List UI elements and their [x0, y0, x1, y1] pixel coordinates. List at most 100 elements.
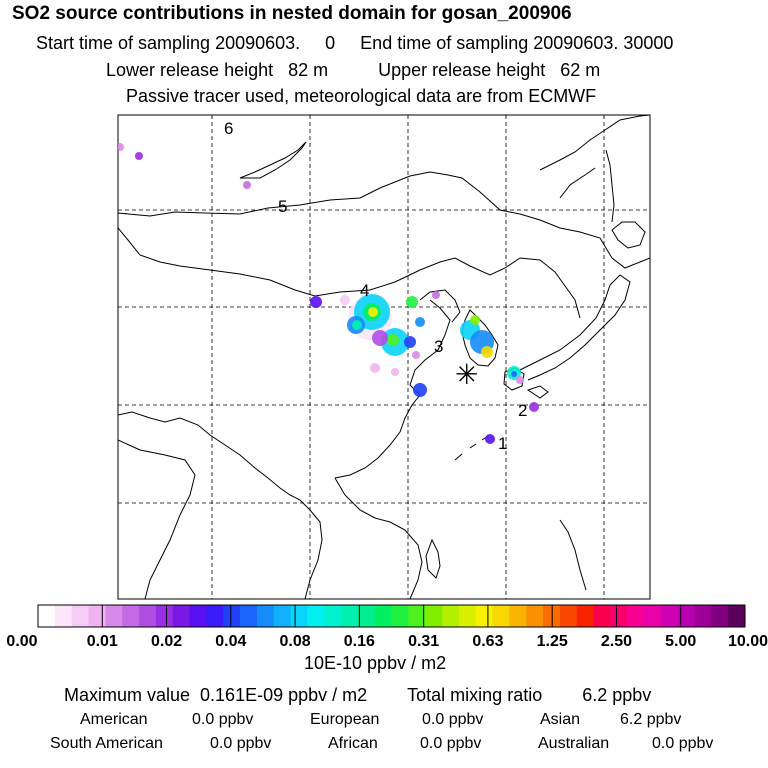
concentration-cell — [470, 315, 480, 325]
colorbar-cell — [442, 605, 460, 627]
sampling-time-line: Start time of sampling 20090603. 0 End t… — [36, 33, 674, 53]
concentration-cell — [135, 152, 143, 160]
value-european: 0.0 ppbv — [422, 711, 484, 728]
taiwan — [425, 538, 441, 579]
map-frame — [117, 114, 651, 600]
colorbar-cell — [88, 605, 106, 627]
region-european: European — [310, 711, 380, 728]
region-label-3: 3 — [434, 337, 443, 356]
colorbar-cell — [71, 605, 89, 627]
concentration-cell — [391, 368, 399, 376]
max-value-line: Maximum value 0.161E-09 ppbv / m2 Total m… — [64, 685, 651, 706]
colorbar-cell — [593, 605, 611, 627]
border-mongolia — [118, 171, 650, 269]
colorbar-cell — [290, 605, 308, 627]
colorbar-frame — [37, 604, 746, 628]
region-labels: 1 2 3 4 5 6 — [224, 119, 527, 453]
coast-south-china — [334, 477, 423, 599]
region-name: American — [80, 711, 148, 728]
colorbar-cell — [391, 605, 409, 627]
colorbar-cell — [627, 605, 645, 627]
border-mongolia-south — [118, 227, 581, 319]
concentration-cell — [412, 351, 420, 359]
concentration-cell — [511, 371, 517, 377]
concentration-cell — [118, 143, 124, 151]
colorbar-cell — [644, 605, 662, 627]
colorbar: 0.00 0.01 0.02 0.04 0.08 0.16 0.31 0.63 1.25 2.50… — [6, 604, 768, 650]
region-label-1: 1 — [498, 434, 507, 453]
colorbar-cell — [139, 605, 157, 627]
colorbar-cell — [509, 605, 527, 627]
region-african: African — [328, 735, 378, 752]
colorbar-cell — [728, 605, 746, 627]
colorbar-unit-label: 10E-10 ppbv / m2 — [304, 653, 447, 673]
colorbar-cell — [576, 605, 594, 627]
concentration-cell — [415, 317, 425, 327]
colorbar-cell — [273, 605, 291, 627]
colorbar-cell — [694, 605, 712, 627]
colorbar-tick-label: 0.00 — [6, 633, 37, 650]
region-american: American — [80, 711, 148, 729]
region-asian: Asian — [540, 711, 581, 728]
concentration-cell — [404, 336, 416, 348]
japan-honshu — [519, 274, 631, 381]
lake-baikal — [239, 141, 307, 179]
max-value-label: Maximum value 0.161E-09 ppbv / m2 — [64, 685, 368, 705]
colorbar-tick-label: 10.00 — [728, 633, 768, 650]
value-american: 0.0 ppbv — [192, 711, 254, 728]
colorbar-cell — [475, 605, 493, 627]
japan-shikoku — [526, 385, 549, 399]
colorbar-cell — [610, 605, 628, 627]
philippines — [559, 519, 587, 591]
colorbar-cell — [155, 605, 174, 627]
value-asian: 6.2 ppbv — [620, 711, 682, 728]
colorbar-tick-label: 0.31 — [408, 633, 439, 650]
hokkaido — [611, 221, 646, 249]
colorbar-cell — [492, 605, 510, 627]
value-australian: 0.0 ppbv — [652, 735, 714, 752]
colorbar-cell — [54, 605, 73, 627]
colorbar-cell — [324, 605, 342, 627]
concentration-cell — [372, 330, 388, 346]
colorbar-tick-label: 0.08 — [280, 633, 311, 650]
concentration-cell — [310, 296, 322, 308]
receptor-marker-gosan: ✳ — [455, 358, 478, 391]
colorbar-cell — [711, 605, 729, 627]
colorbar-cell — [38, 605, 56, 627]
concentration-field — [118, 143, 539, 444]
value-african: 0.0 ppbv — [420, 735, 482, 752]
colorbar-tick-label: 2.50 — [601, 633, 632, 650]
colorbar-cell — [341, 605, 359, 627]
concentration-cell — [485, 434, 495, 444]
colorbar-cell — [543, 605, 561, 627]
colorbar-cell — [559, 605, 578, 627]
colorbar-cell — [256, 605, 275, 627]
map-panel: 1 2 3 4 5 6 ✳ — [117, 114, 651, 600]
colorbar-cell — [206, 605, 224, 627]
russia-coast — [539, 115, 650, 171]
colorbar-tick-label: 0.02 — [151, 633, 182, 650]
total-mixing-label: Total mixing ratio — [407, 685, 543, 705]
concentration-cell — [243, 181, 251, 189]
total-mixing-value: 6.2 ppbv — [582, 685, 652, 705]
concentration-cell — [340, 295, 350, 305]
concentration-cell — [481, 346, 493, 358]
concentration-cell — [432, 291, 440, 299]
sakhalin — [605, 149, 615, 223]
colorbar-cell — [223, 605, 241, 627]
colorbar-tick-label: 0.16 — [344, 633, 375, 650]
concentration-cell — [406, 296, 418, 308]
russia-coast-2 — [559, 167, 596, 199]
colorbar-tick-label: 0.04 — [215, 633, 246, 650]
release-height-line: Lower release height 82 m Upper release … — [106, 60, 601, 80]
colorbar-cell — [172, 605, 190, 627]
colorbar-cell — [307, 605, 325, 627]
colorbar-tick-labels: 0.00 0.01 0.02 0.04 0.08 0.16 0.31 0.63 1.25 2.50… — [6, 633, 768, 650]
region-australian: Australian — [538, 735, 610, 752]
value-south-american: 0.0 ppbv — [210, 735, 272, 752]
concentration-cell — [413, 383, 427, 397]
colorbar-cell — [526, 605, 544, 627]
colorbar-cell — [408, 605, 426, 627]
region-label-4: 4 — [360, 281, 369, 300]
coastlines — [118, 115, 650, 599]
